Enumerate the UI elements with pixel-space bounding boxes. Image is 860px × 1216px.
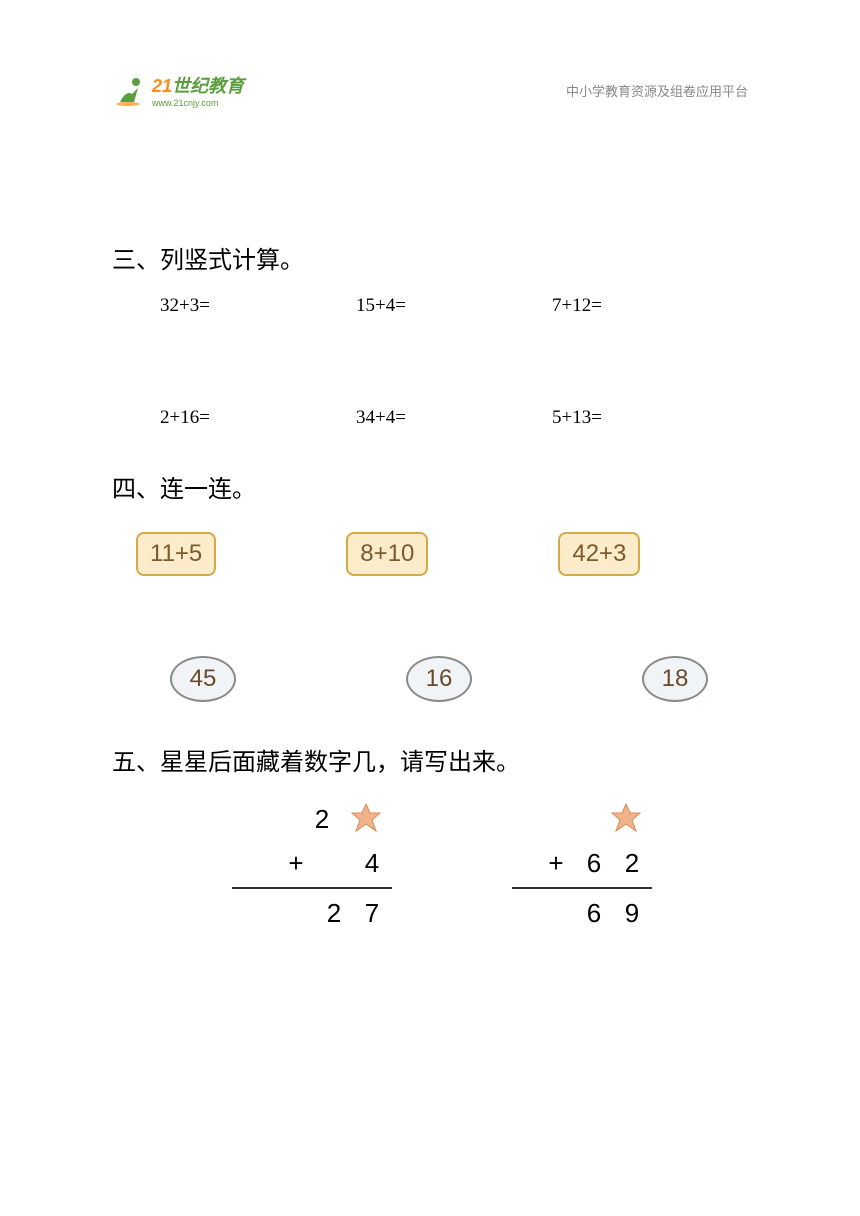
digit: 2 — [324, 898, 344, 929]
equation: 15+4= — [356, 295, 552, 317]
logo: 21世纪教育 www.21cnjy.com — [112, 72, 244, 108]
digit: 2 — [312, 804, 332, 835]
vcalc-row: + 4 — [232, 841, 392, 885]
header-right-text: 中小学教育资源及组卷应用平台 — [566, 81, 748, 100]
logo-text: 21世纪教育 www.21cnjy.com — [152, 72, 244, 108]
page-header: 21世纪教育 www.21cnjy.com 中小学教育资源及组卷应用平台 — [112, 72, 748, 108]
digit: 9 — [622, 898, 642, 929]
match-oval: 45 — [170, 656, 236, 702]
section-5: 五、星星后面藏着数字几，请写出来。 2 + 4 2 7 — [112, 742, 748, 935]
match-box: 42+3 — [558, 532, 640, 576]
section-4: 四、连一连。 11+5 8+10 42+3 45 16 18 — [112, 469, 748, 702]
equation: 7+12= — [552, 295, 748, 317]
section-3: 三、列竖式计算。 32+3= 15+4= 7+12= 2+16= 34+4= 5… — [112, 240, 748, 429]
star-problems: 2 + 4 2 7 — [232, 797, 748, 935]
vcalc-line — [232, 887, 392, 889]
vcalc-row — [512, 797, 652, 841]
vcalc-line — [512, 887, 652, 889]
star-icon — [610, 803, 642, 835]
equations-row-2: 2+16= 34+4= 5+13= — [160, 407, 748, 429]
equation: 5+13= — [552, 407, 748, 429]
star-icon — [350, 803, 382, 835]
digit: 6 — [584, 848, 604, 879]
plus-sign: + — [286, 848, 306, 879]
match-oval: 18 — [642, 656, 708, 702]
vertical-calc-2: + 6 2 6 9 — [512, 797, 652, 935]
logo-main-text: 21世纪教育 — [152, 72, 244, 98]
match-ovals-row: 45 16 18 — [170, 656, 748, 702]
equation: 2+16= — [160, 407, 356, 429]
match-box: 8+10 — [346, 532, 428, 576]
digit: 7 — [362, 898, 382, 929]
section-3-title: 三、列竖式计算。 — [112, 240, 748, 275]
plus-sign: + — [546, 848, 566, 879]
page-content: 三、列竖式计算。 32+3= 15+4= 7+12= 2+16= 34+4= 5… — [112, 240, 748, 935]
match-box: 11+5 — [136, 532, 216, 576]
vcalc-row: 6 9 — [512, 891, 652, 935]
equation: 32+3= — [160, 295, 356, 317]
vcalc-row: + 6 2 — [512, 841, 652, 885]
equations-row-1: 32+3= 15+4= 7+12= — [160, 295, 748, 317]
logo-url: www.21cnjy.com — [152, 98, 244, 108]
digit: 2 — [622, 848, 642, 879]
digit: 4 — [362, 848, 382, 879]
section-5-title: 五、星星后面藏着数字几，请写出来。 — [112, 742, 748, 777]
digit: 6 — [584, 898, 604, 929]
vcalc-row: 2 — [232, 797, 392, 841]
vertical-calc-1: 2 + 4 2 7 — [232, 797, 392, 935]
equation: 34+4= — [356, 407, 552, 429]
logo-icon — [112, 72, 148, 108]
match-oval: 16 — [406, 656, 472, 702]
vcalc-row: 2 7 — [232, 891, 392, 935]
section-4-title: 四、连一连。 — [112, 469, 748, 504]
match-boxes-row: 11+5 8+10 42+3 — [136, 532, 748, 576]
